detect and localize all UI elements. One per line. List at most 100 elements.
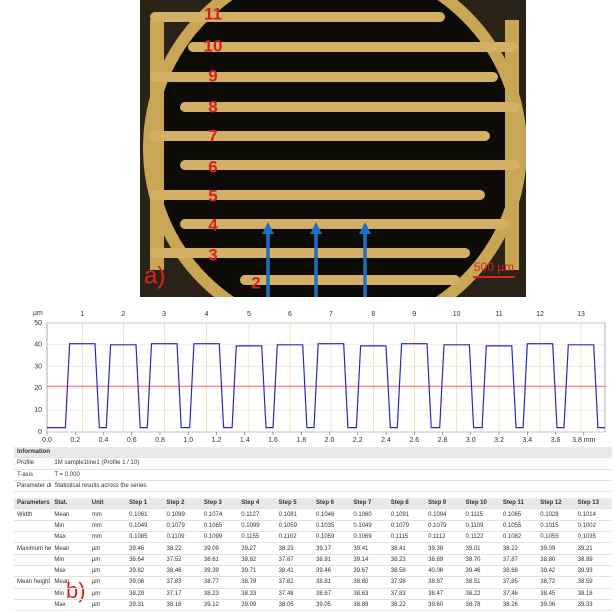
table-cell: 39.06: [537, 599, 574, 610]
table-cell: 39.71: [238, 565, 275, 576]
table-cell: T = 0.000: [51, 469, 612, 480]
table-cell: 38.29: [126, 588, 163, 599]
x-tick-label: 3.2: [494, 437, 504, 444]
table-cell: 0.1079: [164, 520, 201, 531]
table-cell: 0.1109: [463, 520, 500, 531]
table-cell: 0.1099: [238, 520, 275, 531]
table-cell: 38.63: [350, 588, 387, 599]
table-cell: 38.05: [276, 599, 313, 610]
y-tick-label: 40: [34, 342, 42, 349]
table-cell: µm: [89, 588, 126, 599]
table-cell: Parameter display mode: [14, 480, 51, 491]
table-cell: 37.83: [164, 577, 201, 588]
table-row: Parameter display modeStatistical result…: [14, 480, 612, 491]
table-cell: 38.81: [313, 577, 350, 588]
table-cell: Step 3: [201, 498, 238, 509]
table-cell: 38.22: [463, 588, 500, 599]
finger-label: 7: [208, 126, 217, 145]
table-cell: 39.39: [201, 565, 238, 576]
finger-label: 8: [208, 97, 217, 116]
table-cell: 0.1102: [276, 532, 313, 543]
y-tick-label: 0: [38, 429, 42, 436]
table-cell: 38.89: [350, 599, 387, 610]
table-cell: 38.41: [388, 543, 425, 554]
table-cell: 0.1061: [126, 509, 163, 520]
table-cell: Step 2: [164, 498, 201, 509]
table-cell: 39.33: [575, 599, 612, 610]
finger-label: 5: [208, 186, 217, 205]
table-cell: 36.64: [126, 554, 163, 565]
table-cell: Step 12: [537, 498, 574, 509]
electrode-spine: [505, 20, 519, 270]
step-label: 2: [121, 311, 125, 318]
table-cell: Step 5: [276, 498, 313, 509]
table-cell: 38.82: [238, 554, 275, 565]
table-cell: 39.01: [463, 543, 500, 554]
step-label: 7: [329, 311, 333, 318]
step-label: 12: [536, 311, 544, 318]
step-label: 9: [412, 311, 416, 318]
table-cell: 0.1079: [388, 520, 425, 531]
table-cell: 39.09: [238, 599, 275, 610]
table-cell: 39.09: [537, 543, 574, 554]
table-cell: 0.1002: [575, 520, 612, 531]
x-tick-label: 0.2: [70, 437, 80, 444]
table-cell: mm: [89, 532, 126, 543]
table-cell: 0.1055: [500, 520, 537, 531]
table-cell: µm: [89, 577, 126, 588]
y-tick-label: 20: [34, 385, 42, 392]
table-cell: 38.18: [575, 588, 612, 599]
table-cell: 39.27: [238, 543, 275, 554]
table-cell: 0.1059: [276, 520, 313, 531]
y-unit: µm: [33, 310, 43, 317]
table-cell: µm: [89, 543, 126, 554]
table-cell: 1M sample1line1 (Profile 1 / 10): [51, 458, 612, 469]
table-row: Maximum heightMeanµm39.4638.2239.0939.27…: [14, 543, 612, 554]
table-cell: 0.1069: [350, 532, 387, 543]
table-cell: 0.1060: [350, 509, 387, 520]
table-cell: Statistical results across the series: [51, 480, 612, 491]
table-cell: 39.41: [350, 543, 387, 554]
table-row: WidthMeanmm0.10610.10990.10740.11270.108…: [14, 509, 612, 520]
x-tick-label: 2.2: [353, 437, 363, 444]
finger-label: 11: [204, 4, 222, 23]
table-cell: Profile: [14, 458, 51, 469]
table-cell: 39.06: [126, 577, 163, 588]
table-cell: 0.1035: [575, 532, 612, 543]
table-cell: Step 10: [463, 498, 500, 509]
table-cell: 37.52: [164, 554, 201, 565]
table-cell: 0.1122: [463, 532, 500, 543]
table-cell: 0.1035: [313, 520, 350, 531]
table-cell: [14, 565, 51, 576]
table-cell: T-axis: [14, 469, 51, 480]
x-tick-label: 0.8: [155, 437, 165, 444]
table-cell: 0.1094: [425, 509, 462, 520]
finger-label: 4: [208, 215, 218, 234]
table-cell: 0.1015: [537, 520, 574, 531]
step-label: 13: [577, 311, 585, 318]
table-cell: 38.23: [388, 554, 425, 565]
table-cell: 38.22: [164, 543, 201, 554]
x-tick-label: 2.0: [325, 437, 335, 444]
table-cell: Mean: [51, 543, 88, 554]
table-cell: 38.23: [201, 588, 238, 599]
scale-label: 500 µm: [474, 260, 514, 274]
table-cell: 0.1155: [238, 532, 275, 543]
table-cell: 38.78: [463, 599, 500, 610]
table-cell: 38.89: [425, 554, 462, 565]
table-cell: Mean: [51, 577, 88, 588]
table-row: Minmm0.10490.10790.10650.10990.10590.103…: [14, 520, 612, 531]
table-cell: Step 6: [313, 498, 350, 509]
table-cell: 38.47: [425, 588, 462, 599]
table-cell: µm: [89, 599, 126, 610]
table-cell: 38.58: [388, 565, 425, 576]
x-tick-label: 3.4: [522, 437, 532, 444]
table-cell: 0.1049: [126, 520, 163, 531]
table-cell: Stat.: [51, 498, 88, 509]
table-cell: Mean height: [14, 577, 51, 588]
